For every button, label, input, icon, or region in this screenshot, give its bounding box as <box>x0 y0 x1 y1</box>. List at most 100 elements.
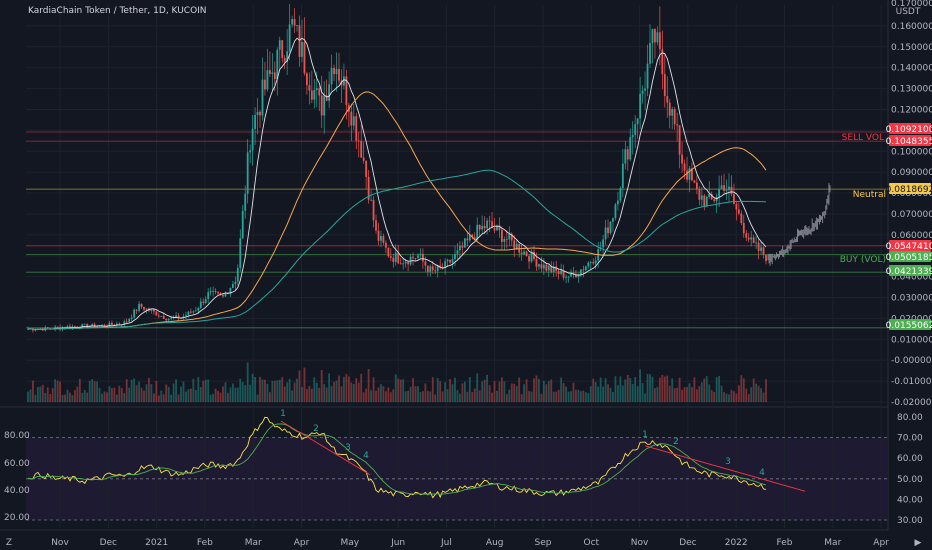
rsi-right-tick-label: 40.00 <box>897 495 923 505</box>
candle-body <box>708 193 711 197</box>
candle-body <box>249 150 252 153</box>
candle-body <box>251 128 254 151</box>
volume-bar <box>162 394 165 402</box>
candle-body <box>370 199 372 201</box>
volume-bar <box>177 394 180 402</box>
volume-bar <box>325 387 328 402</box>
candle-body <box>214 290 217 292</box>
volume-bar <box>463 381 466 402</box>
volume-bar <box>152 393 155 402</box>
volume-bar <box>742 378 745 402</box>
volume-bar <box>486 374 488 402</box>
volume-bar <box>194 390 197 402</box>
candle-body <box>426 265 429 272</box>
volume-bar <box>740 375 743 402</box>
volume-bar <box>577 389 580 402</box>
candle-body <box>594 260 597 264</box>
zoom-icon[interactable]: Z <box>6 538 12 548</box>
volume-bar <box>340 386 343 402</box>
volume-bar <box>688 383 691 402</box>
chart-title: KardiaChain Token / Tether, 1D, KUCOIN <box>28 6 207 16</box>
candle-body <box>278 40 281 50</box>
rsi-swing-label: 2 <box>673 437 679 447</box>
candle-body <box>229 287 232 295</box>
volume-bar <box>187 389 190 402</box>
volume-bar <box>747 394 750 402</box>
candle-body <box>463 238 466 248</box>
candle-body <box>360 140 363 158</box>
volume-bar <box>115 394 118 402</box>
rsi-swing-label: 4 <box>759 468 765 478</box>
volume-bar <box>389 392 392 402</box>
volume-bar <box>333 381 335 402</box>
volume-bar <box>271 380 274 402</box>
candle-body <box>170 317 173 319</box>
candle-body <box>565 276 567 278</box>
candle-body <box>325 95 328 101</box>
candle-body <box>27 328 29 330</box>
candle-body <box>700 195 703 200</box>
y-tick-label: -0.0100000 <box>891 377 932 387</box>
play-icon[interactable]: ▶ <box>915 538 922 548</box>
candle-body <box>320 95 323 116</box>
volume-bar <box>143 390 145 402</box>
volume-bar <box>138 381 140 402</box>
volume-bar <box>190 388 192 402</box>
volume-bar <box>27 391 29 402</box>
candle-body <box>162 316 165 319</box>
volume-bar <box>113 387 116 402</box>
volume-bar <box>81 392 84 402</box>
candle-body <box>155 311 158 316</box>
volume-bar <box>51 388 54 402</box>
volume-bar <box>424 383 427 402</box>
level-annotation: SELL VOL <box>842 133 884 143</box>
candle-body <box>560 270 563 275</box>
rsi-left-tick-label: 60.00 <box>4 459 30 469</box>
x-tick-label: Jun <box>390 538 405 548</box>
volume-bar <box>644 393 646 402</box>
volume-bar <box>760 388 762 402</box>
volume-bar <box>671 378 674 402</box>
volume-bar <box>530 391 533 402</box>
candle-body <box>733 194 735 204</box>
candle-body <box>745 233 748 238</box>
candle-body <box>335 68 338 75</box>
volume-bar <box>34 394 37 402</box>
volume-bar <box>572 382 575 402</box>
candle-body <box>471 234 474 238</box>
volume-bar <box>202 380 205 402</box>
candle-body <box>273 72 276 80</box>
candle-body <box>328 84 331 101</box>
volume-bar <box>765 379 767 402</box>
candle-body <box>160 316 163 317</box>
volume-bar <box>639 369 642 402</box>
volume-bar <box>592 378 595 402</box>
volume-bar <box>456 390 459 402</box>
candle-body <box>488 220 491 222</box>
x-tick-label: May <box>340 538 359 548</box>
candle-body <box>592 262 595 264</box>
volume-bar <box>236 387 239 402</box>
volume-bar <box>180 386 182 402</box>
volume-bar <box>175 379 177 402</box>
volume-bar <box>582 390 585 402</box>
candle-body <box>760 247 762 251</box>
candle-body <box>496 225 498 231</box>
volume-bar <box>234 387 237 402</box>
volume-bar <box>66 389 69 402</box>
volume-bar <box>229 387 232 402</box>
candle-body <box>286 51 289 62</box>
price-level-tag <box>889 319 931 330</box>
volume-bar <box>222 386 224 402</box>
volume-bar <box>429 391 432 402</box>
volume-bar <box>291 390 294 402</box>
volume-bar <box>513 383 516 402</box>
candle-body <box>310 90 313 100</box>
volume-bar <box>219 392 222 402</box>
candle-body <box>296 25 298 26</box>
volume-bar <box>454 377 456 402</box>
candle-body <box>459 245 461 251</box>
